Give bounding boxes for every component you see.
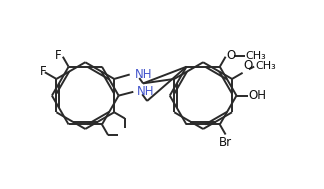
Text: F: F	[55, 49, 62, 62]
Text: CH₃: CH₃	[255, 61, 276, 71]
Text: NH: NH	[137, 85, 155, 98]
Text: Br: Br	[219, 136, 232, 149]
Text: O: O	[244, 59, 253, 72]
Text: OH: OH	[249, 89, 267, 102]
Text: F: F	[40, 65, 46, 78]
Text: O: O	[227, 49, 236, 62]
Text: NH: NH	[135, 67, 152, 81]
Text: CH₃: CH₃	[246, 51, 267, 60]
